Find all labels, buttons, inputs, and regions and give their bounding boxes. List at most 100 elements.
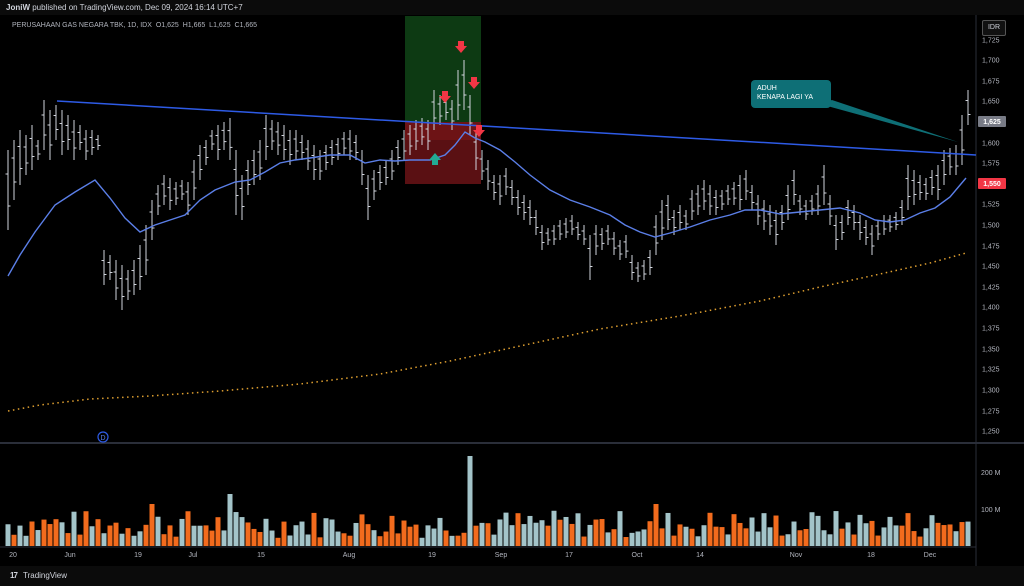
volume-bar	[353, 522, 359, 546]
volume-bar	[917, 536, 923, 546]
arrow-down-icon	[439, 91, 451, 103]
currency-button[interactable]: IDR	[982, 20, 1006, 36]
long-moving-average	[7, 252, 967, 412]
footer-brand[interactable]: TradingView	[22, 571, 68, 580]
volume-bar	[617, 511, 623, 546]
volume-bar	[953, 531, 959, 546]
volume-bar	[485, 523, 491, 546]
volume-bar	[5, 524, 11, 546]
volume-bar	[83, 511, 89, 546]
volume-bar	[941, 525, 947, 546]
volume-bar	[509, 525, 515, 546]
volume-bar	[683, 526, 689, 546]
time-tick: 14	[696, 552, 704, 559]
green-zone	[405, 16, 481, 122]
volume-bar	[569, 523, 575, 546]
volume-bar	[833, 511, 839, 546]
open-label: O	[155, 22, 162, 29]
price-tick: 1,450	[982, 264, 1000, 271]
volume-bar	[437, 517, 443, 546]
tradingview-logo-icon[interactable]: 17	[10, 571, 18, 580]
volume-bar	[473, 525, 479, 546]
volume-bar	[299, 521, 305, 546]
volume-bar	[209, 530, 215, 546]
volume-bar	[443, 530, 449, 546]
volume-bar	[281, 521, 287, 546]
volume-bar	[365, 524, 371, 546]
volume-bar	[347, 535, 353, 546]
volume-bar	[611, 529, 617, 546]
price-tick: 1,325	[982, 367, 1000, 374]
volume-bar	[311, 512, 317, 546]
annotation-callout[interactable]: ADUH KENAPA LAGI YA	[751, 80, 831, 108]
volume-bar	[455, 535, 461, 546]
volume-bar	[827, 534, 833, 546]
volume-bar	[557, 519, 563, 546]
low-label: L	[209, 22, 214, 29]
volume-bar	[965, 521, 971, 546]
volume-bar	[449, 535, 455, 546]
volume-bar	[605, 532, 611, 546]
footer: 17 TradingView	[0, 566, 1024, 586]
volume-bar	[743, 528, 749, 546]
volume-bar	[851, 534, 857, 546]
price-tick: 1,375	[982, 326, 1000, 333]
volume-bar	[71, 511, 77, 546]
volume-bar	[503, 512, 509, 546]
price-tick: 1,725	[982, 38, 1000, 45]
ma-price-tag: 1,550	[978, 178, 1006, 189]
volume-bar	[395, 533, 401, 546]
volume-bar	[959, 522, 965, 546]
volume-bar	[665, 512, 671, 546]
volume-bar	[419, 537, 425, 546]
volume-bar	[647, 521, 653, 546]
volume-bar	[875, 535, 881, 546]
volume-bars	[5, 456, 971, 546]
volume-bar	[821, 530, 827, 546]
volume-bar	[413, 524, 419, 546]
price-tick: 1,650	[982, 99, 1000, 106]
time-tick: Sep	[495, 552, 508, 559]
time-tick: 15	[257, 552, 265, 559]
high-label: H	[182, 22, 188, 29]
ma-price-label: 1,550	[983, 181, 1001, 188]
volume-bar	[725, 534, 731, 546]
volume-bar	[275, 537, 281, 546]
volume-bar	[815, 515, 821, 546]
price-tick: 1,350	[982, 347, 1000, 354]
volume-bar	[929, 515, 935, 546]
time-tick: 18	[867, 552, 875, 559]
volume-bar	[869, 520, 875, 546]
time-axis: 20 Jun 19 Jul 15 Aug 19 Sep 17 Oct 14 Nov 18 Dec	[9, 552, 937, 559]
volume-bar	[257, 531, 263, 546]
volume-bar	[839, 528, 845, 546]
author-name[interactable]: JoniW	[6, 3, 30, 12]
volume-bar	[497, 519, 503, 546]
volume-bar	[701, 525, 707, 546]
volume-bar	[269, 530, 275, 546]
volume-bar	[233, 512, 239, 546]
price-tick: 1,250	[982, 429, 1000, 436]
volume-bar	[575, 513, 581, 546]
arrow-up-icon	[429, 153, 441, 165]
annotation-pointer	[820, 100, 958, 142]
volume-bar	[389, 515, 395, 546]
volume-bar	[185, 511, 191, 546]
open-value: 1,625	[161, 22, 179, 29]
volume-bar	[41, 519, 47, 546]
volume-bar	[221, 530, 227, 546]
price-tick: 1,475	[982, 244, 1000, 251]
time-tick: 19	[134, 552, 142, 559]
volume-bar	[359, 514, 365, 546]
volume-bar	[689, 528, 695, 546]
volume-bar	[713, 526, 719, 546]
time-tick: Dec	[924, 552, 937, 559]
volume-bar	[113, 522, 119, 546]
volume-bar	[563, 516, 569, 546]
price-tick: 1,400	[982, 305, 1000, 312]
volume-bar	[161, 534, 167, 546]
volume-bar	[581, 536, 587, 546]
current-price-label: 1,625	[983, 119, 1001, 126]
resistance-trendline	[56, 100, 977, 156]
